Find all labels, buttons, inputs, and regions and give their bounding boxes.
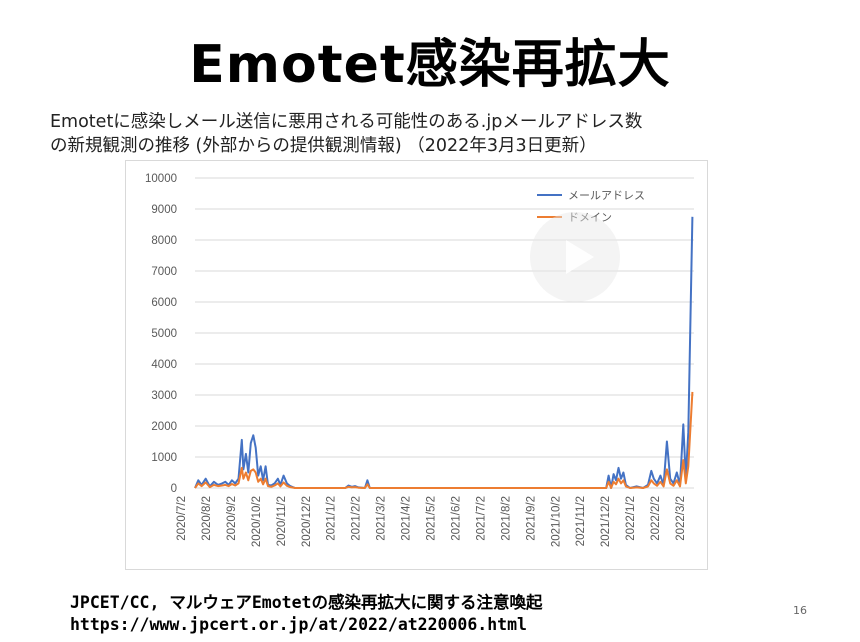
y-tick-label: 10000 — [145, 173, 177, 185]
y-tick-label: 8000 — [151, 235, 177, 247]
x-tick-label: 2021/5/2 — [426, 496, 438, 541]
y-tick-label: 2000 — [151, 421, 177, 433]
grid-lines — [195, 177, 694, 489]
x-tick-label: 2020/7/2 — [176, 496, 188, 541]
x-tick-label: 2022/1/2 — [625, 496, 637, 541]
x-tick-label: 2020/11/2 — [276, 496, 288, 546]
y-tick-label: 1000 — [151, 452, 177, 464]
x-axis-ticks: 2020/7/2 2020/8/2 2020/9/2 2020/10/2 2020/11… — [176, 496, 687, 547]
legend-label: ドメイン — [568, 211, 612, 224]
y-tick-label: 9000 — [151, 204, 177, 216]
legend-label: メールアドレス — [568, 189, 645, 202]
y-tick-label: 4000 — [151, 359, 177, 371]
citation-url[interactable]: https://www.jpcert.or.jp/at/2022/at22000… — [70, 615, 527, 634]
slide-title: Emotet感染再拡大 — [189, 35, 671, 95]
x-tick-label: 2020/8/2 — [201, 496, 213, 541]
series-line-domain — [194, 391, 694, 489]
series-lines — [194, 216, 694, 489]
chart-frame — [125, 160, 708, 570]
y-tick-label: 3000 — [151, 390, 177, 402]
x-tick-label: 2022/3/2 — [675, 496, 687, 541]
x-tick-label: 2020/10/2 — [251, 496, 263, 547]
play-icon — [566, 240, 594, 274]
subtitle-line-1: Emotetに感染しメール送信に悪用される可能性のある.jpメールアドレス数 — [50, 112, 643, 132]
x-tick-label: 2021/4/2 — [401, 496, 413, 541]
x-tick-label: 2021/3/2 — [376, 496, 388, 541]
y-tick-label: 0 — [171, 483, 177, 495]
emotet-line-chart: 0 1000 2000 3000 4000 5000 6000 7000 8000 9000 100… — [145, 173, 694, 547]
y-tick-label: 5000 — [151, 328, 177, 340]
y-tick-label: 6000 — [151, 297, 177, 309]
x-tick-label: 2021/2/2 — [351, 496, 363, 541]
subtitle-line-2: の新規観測の推移 (外部からの提供観測情報) （2022年3月3日更新） — [50, 136, 597, 156]
x-tick-label: 2020/9/2 — [226, 496, 238, 541]
slide-subtitle: Emotetに感染しメール送信に悪用される可能性のある.jpメールアドレス数 の… — [50, 110, 810, 158]
x-tick-label: 2021/10/2 — [550, 496, 562, 547]
x-tick-label: 2021/6/2 — [450, 496, 462, 541]
x-tick-label: 2021/11/2 — [575, 496, 587, 546]
citation-title: JPCET/CC, マルウェアEmotetの感染再拡大に関する注意喚起 — [70, 593, 543, 612]
x-tick-label: 2021/9/2 — [525, 496, 537, 541]
x-tick-label: 2020/12/2 — [301, 496, 313, 547]
x-tick-label: 2021/7/2 — [475, 496, 487, 541]
x-tick-label: 2022/2/2 — [650, 496, 662, 541]
page-number: 16 — [793, 604, 807, 617]
x-tick-label: 2021/8/2 — [500, 496, 512, 541]
video-play-button[interactable] — [530, 212, 620, 302]
source-citation: JPCET/CC, マルウェアEmotetの感染再拡大に関する注意喚起 http… — [70, 592, 542, 636]
x-tick-label: 2021/1/2 — [326, 496, 338, 541]
y-axis-ticks: 0 1000 2000 3000 4000 5000 6000 7000 8000 9000 100… — [145, 173, 177, 495]
y-tick-label: 7000 — [151, 266, 177, 278]
x-tick-label: 2021/12/2 — [600, 496, 612, 547]
